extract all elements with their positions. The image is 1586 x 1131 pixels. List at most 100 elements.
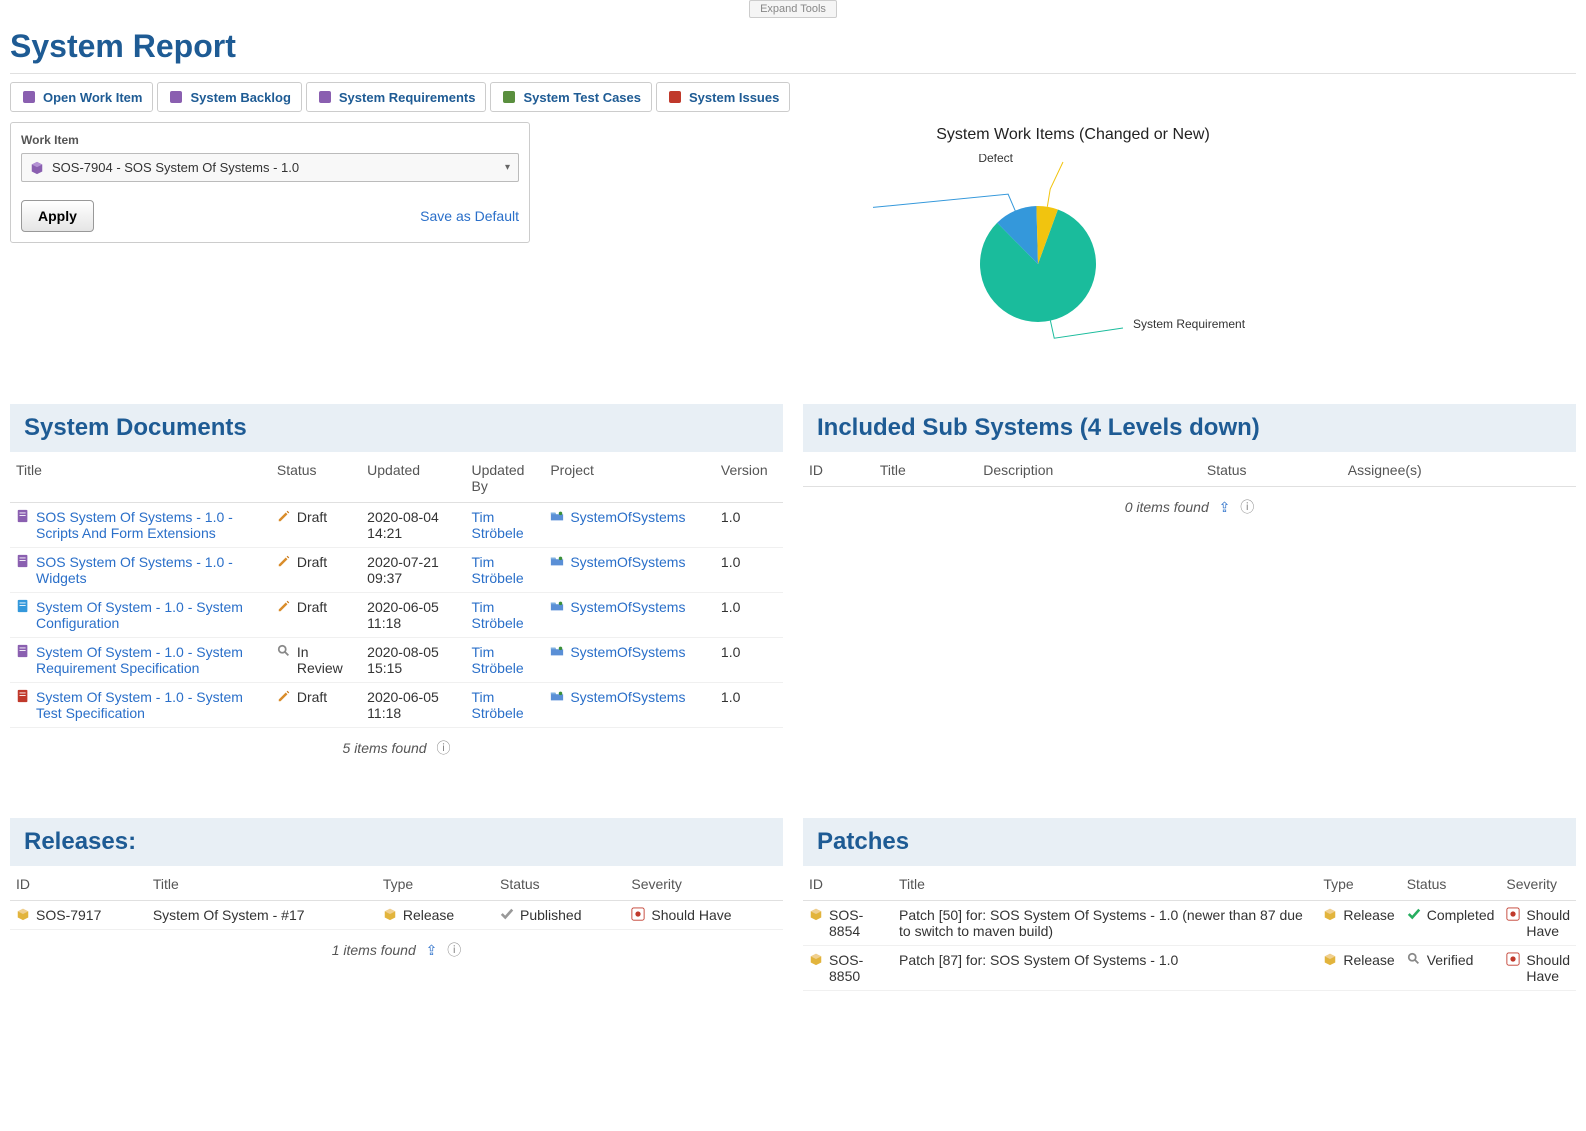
- tab-system-test-cases[interactable]: System Test Cases: [490, 82, 652, 112]
- pie-label: System Requirement: [1133, 317, 1246, 331]
- column-header[interactable]: Title: [147, 866, 377, 901]
- tab-icon: [667, 89, 683, 105]
- column-header[interactable]: Status: [271, 452, 361, 503]
- doc-title-link[interactable]: SOS System Of Systems - 1.0 - Widgets: [36, 554, 265, 586]
- column-header[interactable]: Updated By: [466, 452, 545, 503]
- version-text: 1.0: [715, 503, 783, 548]
- status-text: Draft: [297, 509, 327, 525]
- pie-chart: System RequirementChange RequestDefect: [873, 154, 1273, 354]
- status-text: Draft: [297, 554, 327, 570]
- tab-open-work-item[interactable]: Open Work Item: [10, 82, 153, 112]
- patch-title: Patch [87] for: SOS System Of Systems - …: [893, 946, 1317, 991]
- patch-id[interactable]: SOS-8850: [829, 952, 887, 984]
- releases-header: Releases:: [10, 818, 783, 866]
- column-header[interactable]: Severity: [1500, 866, 1576, 901]
- column-header[interactable]: Updated: [361, 452, 465, 503]
- save-default-link[interactable]: Save as Default: [420, 208, 519, 224]
- doc-title-link[interactable]: SOS System Of Systems - 1.0 - Scripts An…: [36, 509, 265, 541]
- tab-label: System Test Cases: [523, 90, 641, 105]
- project-link[interactable]: SystemOfSystems: [570, 599, 685, 615]
- subsystems-table: IDTitleDescriptionStatusAssignee(s): [803, 452, 1576, 487]
- project-link[interactable]: SystemOfSystems: [570, 509, 685, 525]
- tab-label: System Issues: [689, 90, 779, 105]
- updated-by-link[interactable]: Tim Ströbele: [472, 599, 524, 631]
- column-header[interactable]: Status: [494, 866, 625, 901]
- info-icon[interactable]: ⓘ: [436, 740, 450, 756]
- table-row: SOS-8854 Patch [50] for: SOS System Of S…: [803, 901, 1576, 946]
- export-icon[interactable]: ⇪: [426, 942, 438, 958]
- column-header[interactable]: ID: [10, 866, 147, 901]
- column-header[interactable]: Project: [544, 452, 715, 503]
- table-row: SOS-7917 System Of System - #17 Release …: [10, 901, 783, 930]
- column-header[interactable]: ID: [803, 866, 893, 901]
- page-title: System Report: [10, 28, 1576, 65]
- column-header[interactable]: ID: [803, 452, 874, 487]
- severity-text: Should Have: [651, 907, 731, 923]
- status-icon: [277, 509, 291, 523]
- column-header[interactable]: Severity: [625, 866, 783, 901]
- column-header[interactable]: Title: [10, 452, 271, 503]
- table-row: SOS-8850 Patch [87] for: SOS System Of S…: [803, 946, 1576, 991]
- patch-title: Patch [50] for: SOS System Of Systems - …: [893, 901, 1317, 946]
- filter-box: Work Item SOS-7904 - SOS System Of Syste…: [10, 122, 530, 243]
- folder-icon: [550, 554, 564, 568]
- status-icon: [1407, 952, 1421, 966]
- column-header[interactable]: Status: [1401, 866, 1501, 901]
- work-item-value: SOS-7904 - SOS System Of Systems - 1.0: [52, 160, 299, 175]
- status-text: Verified: [1427, 952, 1474, 968]
- updated-by-link[interactable]: Tim Ströbele: [472, 689, 524, 721]
- project-link[interactable]: SystemOfSystems: [570, 689, 685, 705]
- tab-label: System Backlog: [190, 90, 290, 105]
- chart-panel: System Work Items (Changed or New) Syste…: [570, 122, 1576, 354]
- expand-tools-button[interactable]: Expand Tools: [749, 0, 837, 18]
- version-text: 1.0: [715, 638, 783, 683]
- patch-id[interactable]: SOS-8854: [829, 907, 887, 939]
- updated-by-link[interactable]: Tim Ströbele: [472, 509, 524, 541]
- updated-by-link[interactable]: Tim Ströbele: [472, 554, 524, 586]
- updated-text: 2020-07-21 09:37: [361, 548, 465, 593]
- project-link[interactable]: SystemOfSystems: [570, 554, 685, 570]
- info-icon[interactable]: ⓘ: [1240, 499, 1254, 515]
- column-header[interactable]: Description: [977, 452, 1201, 487]
- info-icon[interactable]: ⓘ: [447, 942, 461, 958]
- documents-header: System Documents: [10, 404, 783, 452]
- updated-by-link[interactable]: Tim Ströbele: [472, 644, 524, 676]
- doc-title-link[interactable]: System Of System - 1.0 - System Requirem…: [36, 644, 265, 676]
- column-header[interactable]: Status: [1201, 452, 1342, 487]
- box-icon: [809, 907, 823, 921]
- folder-icon: [550, 644, 564, 658]
- box-icon: [1323, 907, 1337, 921]
- tabs: Open Work Item System Backlog System Req…: [10, 82, 1576, 112]
- doc-title-link[interactable]: System Of System - 1.0 - System Test Spe…: [36, 689, 265, 721]
- column-header[interactable]: Version: [715, 452, 783, 503]
- column-header[interactable]: Type: [1317, 866, 1400, 901]
- box-icon: [16, 907, 30, 921]
- updated-text: 2020-06-05 11:18: [361, 593, 465, 638]
- tab-icon: [168, 89, 184, 105]
- version-text: 1.0: [715, 593, 783, 638]
- column-header[interactable]: Title: [874, 452, 977, 487]
- tab-system-backlog[interactable]: System Backlog: [157, 82, 301, 112]
- tab-label: System Requirements: [339, 90, 476, 105]
- status-icon: [277, 644, 291, 658]
- column-header[interactable]: Type: [377, 866, 494, 901]
- release-id[interactable]: SOS-7917: [36, 907, 101, 923]
- tab-system-requirements[interactable]: System Requirements: [306, 82, 487, 112]
- export-icon[interactable]: ⇪: [1219, 499, 1231, 515]
- tab-system-issues[interactable]: System Issues: [656, 82, 790, 112]
- doc-title-link[interactable]: System Of System - 1.0 - System Configur…: [36, 599, 265, 631]
- apply-button[interactable]: Apply: [21, 200, 94, 232]
- status-icon: [500, 907, 514, 921]
- severity-text: Should Have: [1526, 907, 1570, 939]
- tab-label: Open Work Item: [43, 90, 142, 105]
- type-text: Release: [1343, 907, 1394, 923]
- column-header[interactable]: Title: [893, 866, 1317, 901]
- project-link[interactable]: SystemOfSystems: [570, 644, 685, 660]
- pie-label: Defect: [978, 154, 1013, 165]
- documents-items-found: 5 items found ⓘ: [10, 728, 783, 768]
- table-row: SOS System Of Systems - 1.0 - Widgets Dr…: [10, 548, 783, 593]
- updated-text: 2020-06-05 11:18: [361, 683, 465, 728]
- status-icon: [277, 689, 291, 703]
- work-item-select[interactable]: SOS-7904 - SOS System Of Systems - 1.0 ▾: [21, 153, 519, 182]
- column-header[interactable]: Assignee(s): [1342, 452, 1576, 487]
